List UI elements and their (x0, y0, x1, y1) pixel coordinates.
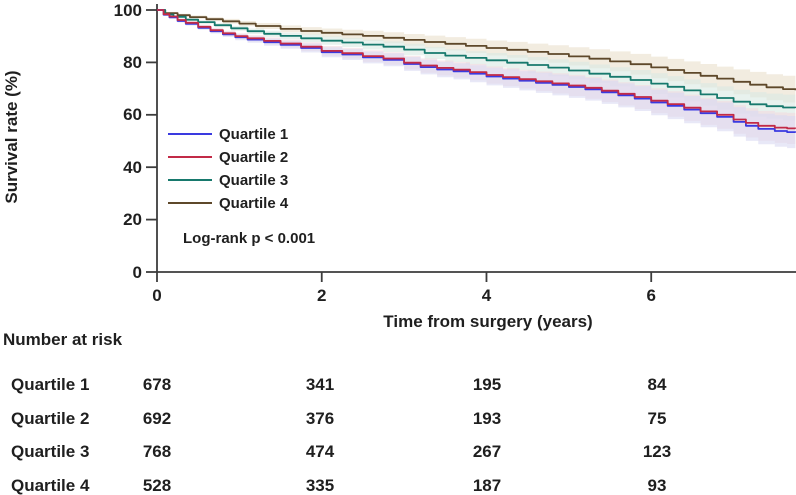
risk-count: 267 (472, 442, 502, 461)
risk-count: 528 (142, 476, 172, 495)
y-tick-label-40: 40 (123, 157, 142, 177)
risk-count: 692 (142, 409, 172, 428)
legend-line-swatch (168, 202, 212, 204)
survival-plot-canvas (146, 4, 796, 282)
risk-count: 768 (142, 442, 172, 461)
legend-item-quartile-3: Quartile 3 (168, 170, 288, 190)
y-tick-label-80: 80 (123, 52, 142, 72)
survival-curve-quartile-4 (157, 9, 796, 91)
survival-curve-quartile-2 (157, 9, 796, 130)
risk-table-title: Number at risk (3, 330, 123, 349)
survival-curve-quartile-1 (157, 9, 796, 133)
risk-count: 474 (305, 442, 335, 461)
log-rank-pvalue: Log-rank p < 0.001 (183, 230, 316, 247)
risk-row-label-quartile-4: Quartile 4 (11, 476, 90, 495)
risk-row-label-quartile-3: Quartile 3 (11, 442, 90, 461)
risk-count: 376 (305, 409, 335, 428)
x-axis-label: Time from surgery (years) (383, 312, 593, 331)
x-tick-label-2: 2 (317, 286, 327, 305)
x-tick-label-4: 4 (481, 286, 492, 305)
x-tick-label-6: 6 (646, 286, 656, 305)
legend-label: Quartile 2 (219, 148, 289, 166)
risk-count: 195 (472, 375, 502, 394)
legend-label: Quartile 1 (219, 125, 289, 143)
risk-count: 193 (472, 409, 502, 428)
risk-count: 75 (647, 409, 667, 428)
y-tick-label-0: 0 (132, 262, 142, 282)
legend-item-quartile-4: Quartile 4 (168, 193, 288, 213)
risk-count: 678 (142, 375, 172, 394)
legend-line-swatch (168, 179, 212, 181)
plot-svg (146, 4, 796, 282)
y-tick-label-60: 60 (123, 105, 142, 125)
risk-count: 341 (305, 375, 335, 394)
y-tick-label-20: 20 (123, 210, 142, 230)
y-axis-label: Survival rate (%) (2, 70, 21, 204)
survival-curve-quartile-3 (157, 9, 796, 109)
risk-count: 93 (647, 476, 667, 495)
legend-line-swatch (168, 156, 212, 158)
ci-band-quartile-4 (157, 10, 796, 104)
legend-item-quartile-2: Quartile 2 (168, 147, 288, 167)
risk-count: 187 (472, 476, 502, 495)
ci-band-quartile-1 (157, 10, 796, 149)
legend-line-swatch (168, 133, 212, 135)
y-tick-label-100: 100 (113, 0, 142, 20)
legend-item-quartile-1: Quartile 1 (168, 124, 288, 144)
legend-label: Quartile 3 (219, 171, 289, 189)
risk-count: 84 (647, 375, 667, 394)
risk-count: 335 (305, 476, 335, 495)
risk-row-label-quartile-1: Quartile 1 (11, 375, 90, 394)
risk-count: 123 (642, 442, 672, 461)
risk-row-label-quartile-2: Quartile 2 (11, 409, 90, 428)
x-tick-label-0: 0 (152, 286, 162, 305)
legend-label: Quartile 4 (219, 194, 289, 212)
